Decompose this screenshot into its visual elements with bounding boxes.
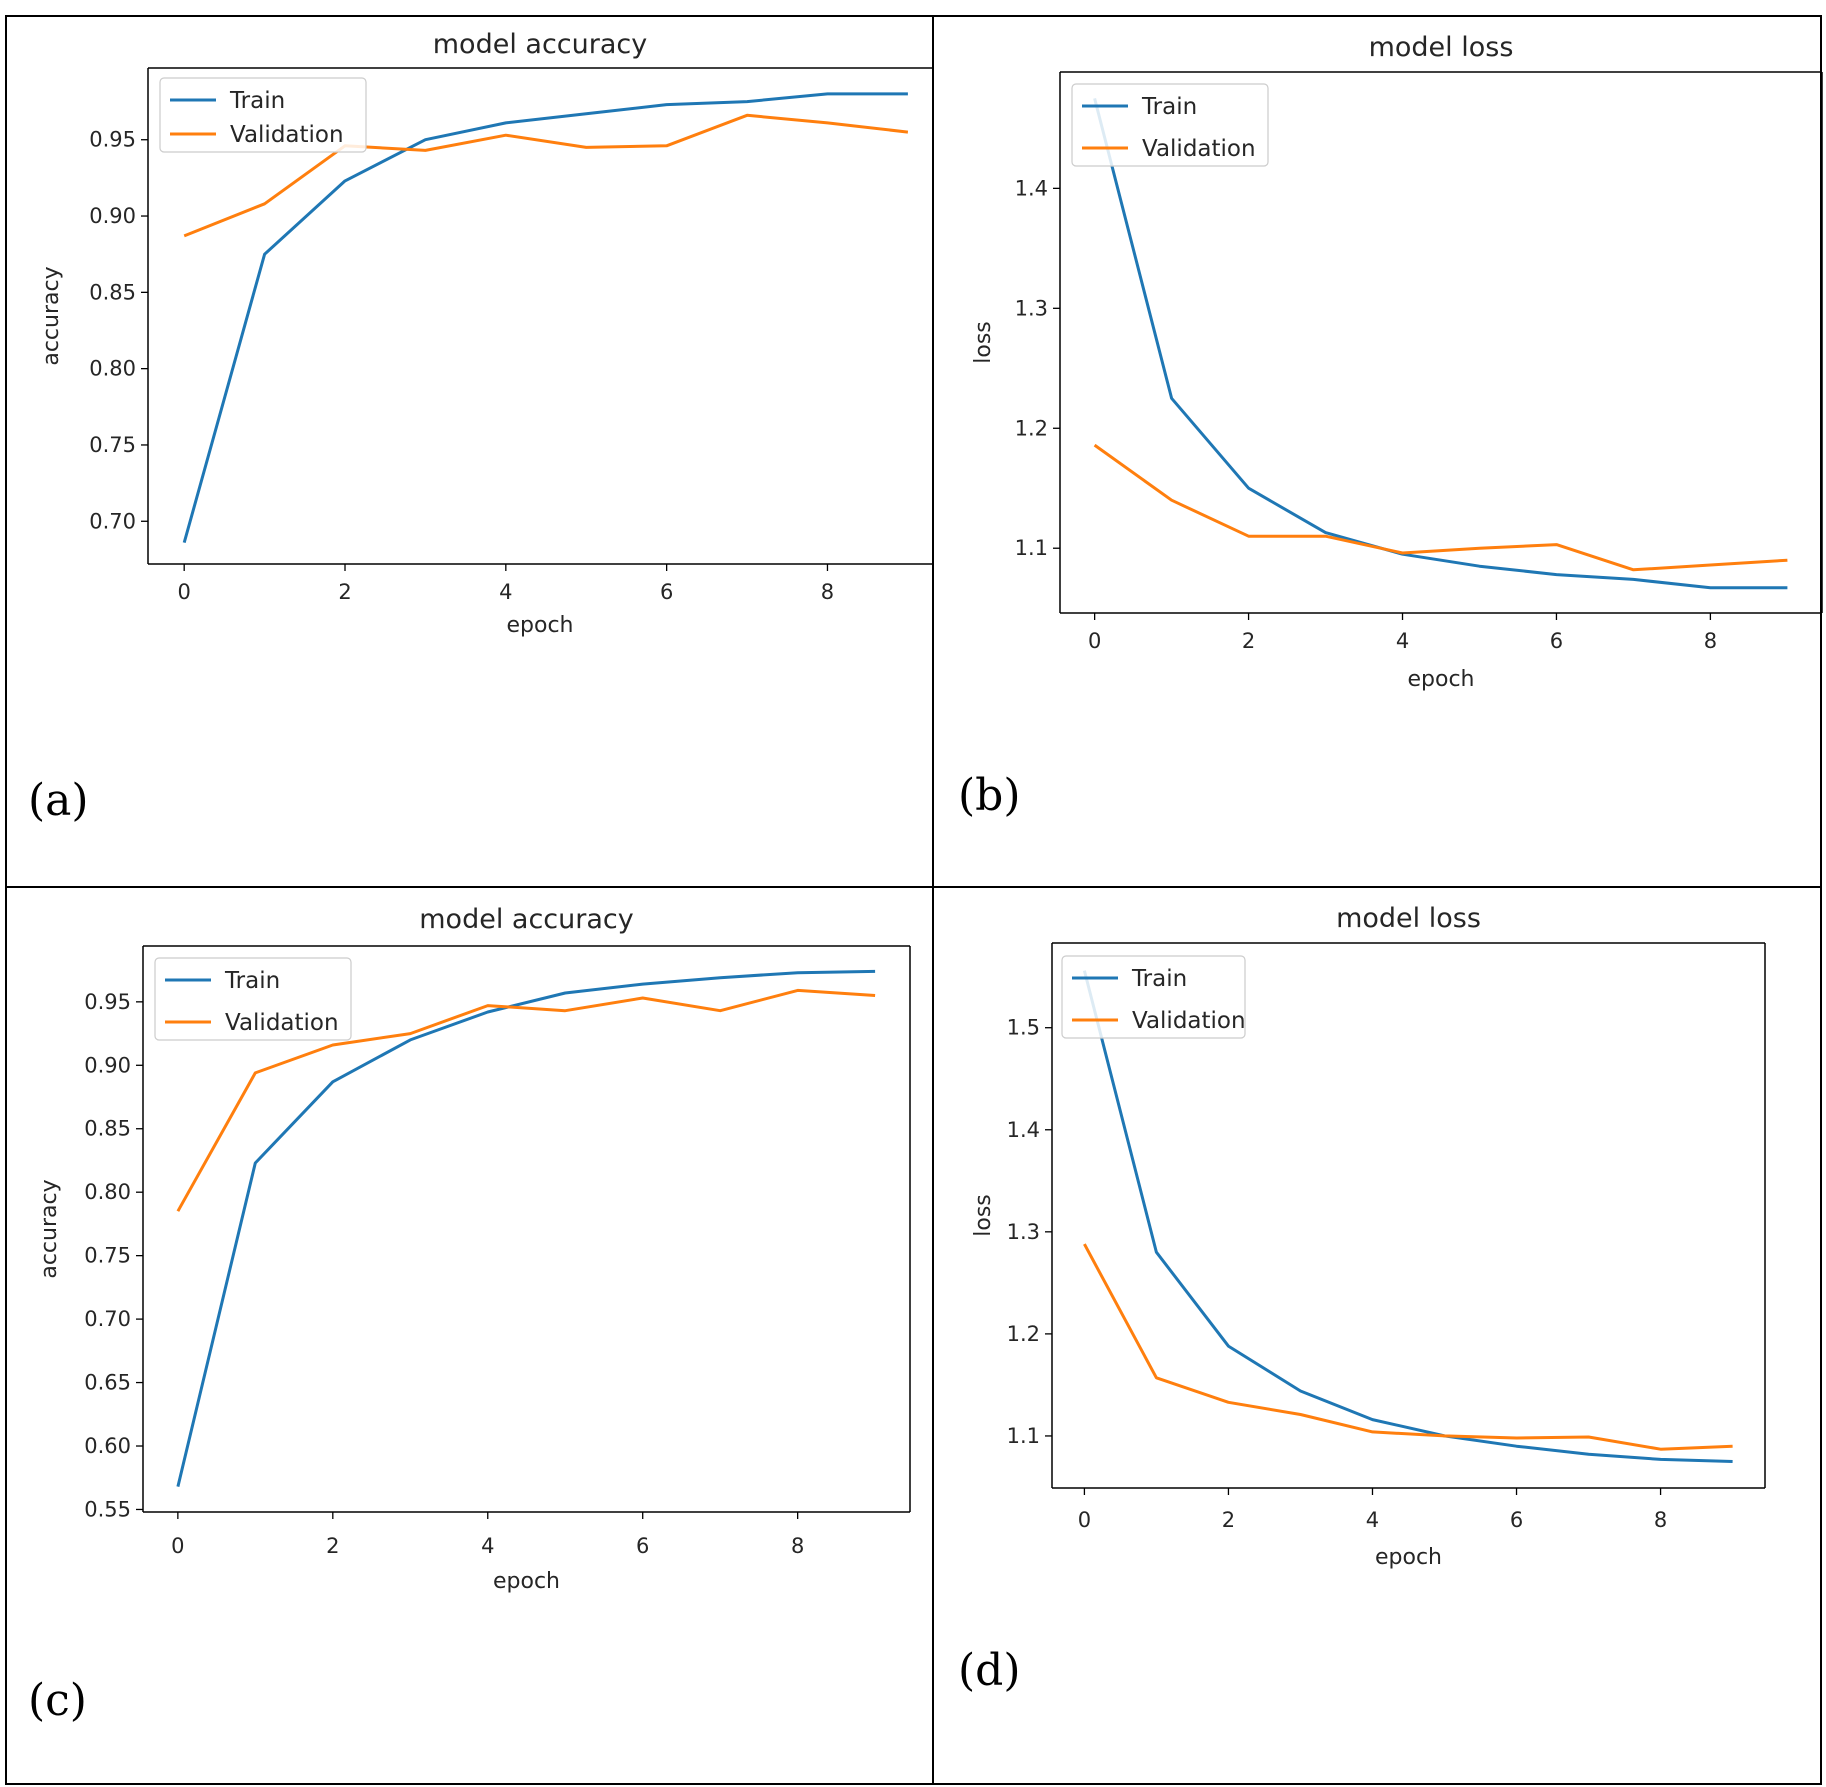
y-tick-label: 0.80 <box>84 1180 131 1204</box>
series-line-train <box>176 969 876 1487</box>
series-line-train <box>1093 98 1788 590</box>
y-tick-label: 0.75 <box>89 433 136 457</box>
x-tick-label: 0 <box>1078 1508 1091 1532</box>
y-tick-label: 0.95 <box>84 990 131 1014</box>
y-tick-label: 0.90 <box>84 1053 131 1077</box>
y-axis-label: accuracy <box>37 1179 62 1278</box>
chart-title: model loss <box>1336 903 1481 934</box>
y-tick-label: 1.4 <box>1015 176 1048 200</box>
x-tick-label: 8 <box>1654 1508 1667 1532</box>
y-tick-label: 0.85 <box>89 280 136 304</box>
x-axis-label: epoch <box>1375 1545 1442 1570</box>
chart-0: model accuracy 0 2 4 6 8 0.70 0.75 0.80 0.85 0.90 0… <box>39 29 932 638</box>
y-tick-label: 0.75 <box>84 1244 131 1268</box>
panel-divider-vertical <box>932 15 934 1785</box>
y-tick-label: 0.80 <box>89 357 136 381</box>
figure-grid <box>5 15 1822 1785</box>
y-axis-label: accuracy <box>39 266 64 365</box>
legend-label-validation: Validation <box>230 122 344 148</box>
series-line-train <box>182 92 908 544</box>
legend-label-validation: Validation <box>1142 136 1256 162</box>
x-tick-label: 4 <box>481 1534 494 1558</box>
x-tick-label: 4 <box>1396 629 1409 653</box>
y-tick-label: 1.2 <box>1015 416 1048 440</box>
chart-2: model accuracy 0 2 4 6 8 0.55 0.60 0.65 0.70 0.75 0… <box>37 904 911 1594</box>
x-tick-label: 0 <box>171 1534 184 1558</box>
chart-title: model accuracy <box>433 29 647 60</box>
panel-label-b: (b) <box>958 770 1021 821</box>
y-tick-label: 0.85 <box>84 1117 131 1141</box>
y-tick-label: 0.70 <box>84 1307 131 1331</box>
legend-label-train: Train <box>1141 94 1197 120</box>
y-tick-label: 0.95 <box>89 128 136 152</box>
panel-label-a: (a) <box>28 775 89 826</box>
y-tick-label: 1.1 <box>1015 536 1048 560</box>
series-line-validation <box>1083 1243 1733 1451</box>
y-tick-label: 1.2 <box>1007 1322 1040 1346</box>
series-line-validation <box>1093 443 1788 572</box>
y-tick-label: 0.70 <box>89 509 136 533</box>
x-tick-label: 2 <box>338 580 351 604</box>
y-tick-label: 0.65 <box>84 1371 131 1395</box>
series-line-validation <box>176 988 876 1212</box>
panel-label-d: (d) <box>958 1645 1021 1696</box>
legend-label-validation: Validation <box>1132 1008 1246 1034</box>
y-tick-label: 1.3 <box>1007 1220 1040 1244</box>
legend-label-train: Train <box>229 88 285 114</box>
y-tick-label: 1.5 <box>1007 1016 1040 1040</box>
x-tick-label: 8 <box>821 580 834 604</box>
y-tick-label: 1.1 <box>1007 1424 1040 1448</box>
panel-label-c: (c) <box>28 1675 87 1726</box>
chart-title: model accuracy <box>419 904 633 935</box>
y-axis-label: loss <box>971 1194 996 1237</box>
legend-label-train: Train <box>224 968 280 994</box>
legend-label-validation: Validation <box>225 1010 339 1036</box>
x-tick-label: 6 <box>660 580 673 604</box>
x-axis-label: epoch <box>507 613 574 638</box>
chart-3: model loss 0 2 4 6 8 1.1 1.2 1.3 1.4 1.5 epoch loss T… <box>971 903 1766 1570</box>
x-tick-label: 2 <box>1222 1508 1235 1532</box>
legend-label-train: Train <box>1131 966 1187 992</box>
x-tick-label: 2 <box>326 1534 339 1558</box>
x-tick-label: 4 <box>1366 1508 1379 1532</box>
y-tick-label: 0.90 <box>89 204 136 228</box>
x-tick-label: 8 <box>791 1534 804 1558</box>
x-axis-label: epoch <box>493 1569 560 1594</box>
chart-title: model loss <box>1369 32 1514 63</box>
series-line-train <box>1082 970 1733 1463</box>
x-tick-label: 2 <box>1242 629 1255 653</box>
x-tick-label: 6 <box>636 1534 649 1558</box>
chart-1: model loss 0 2 4 6 8 1.1 1.2 1.3 1.4 epoch loss Trai… <box>971 32 1823 692</box>
y-tick-label: 1.3 <box>1015 296 1048 320</box>
y-tick-label: 0.55 <box>84 1497 131 1521</box>
x-axis-label: epoch <box>1408 667 1475 692</box>
y-axis-label: loss <box>971 321 996 364</box>
x-tick-label: 8 <box>1704 629 1717 653</box>
y-tick-label: 0.60 <box>84 1434 131 1458</box>
series-line-validation <box>183 113 909 238</box>
x-tick-label: 6 <box>1550 629 1563 653</box>
x-tick-label: 6 <box>1510 1508 1523 1532</box>
x-tick-label: 0 <box>177 580 190 604</box>
y-tick-label: 1.4 <box>1007 1118 1040 1142</box>
panel-divider-horizontal <box>5 886 1822 888</box>
x-tick-label: 4 <box>499 580 512 604</box>
x-tick-label: 0 <box>1088 629 1101 653</box>
